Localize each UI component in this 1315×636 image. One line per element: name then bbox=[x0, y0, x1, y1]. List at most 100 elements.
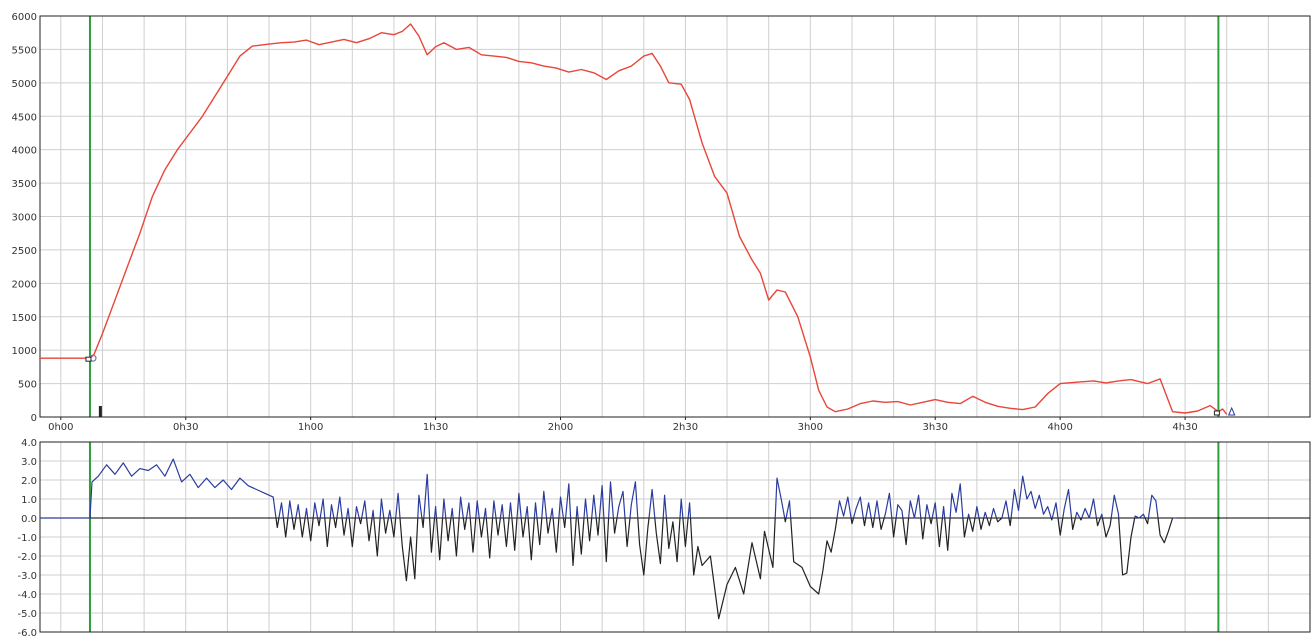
rate-series-negative bbox=[399, 517, 419, 582]
rate-series-positive bbox=[295, 504, 301, 519]
rate-series-positive bbox=[465, 502, 471, 519]
rate-series-negative bbox=[891, 517, 897, 538]
x-tick-label: 1h00 bbox=[298, 422, 323, 433]
rate-series-positive bbox=[931, 502, 938, 519]
rate-series-positive bbox=[361, 500, 368, 519]
rate-series-negative bbox=[586, 517, 593, 542]
y-tick-label: 5500 bbox=[12, 45, 37, 56]
y-tick-label: 2000 bbox=[12, 279, 37, 290]
rate-series-positive bbox=[329, 504, 335, 519]
rate-series-negative bbox=[878, 517, 885, 530]
rate-series-negative bbox=[462, 517, 468, 530]
y-tick-label: 3.0 bbox=[21, 457, 37, 468]
rate-series-negative bbox=[562, 517, 567, 529]
rate-series-positive bbox=[483, 507, 487, 519]
rate-series-negative bbox=[1144, 517, 1149, 525]
y-tick-label: -5.0 bbox=[17, 609, 37, 620]
rate-series-negative bbox=[485, 517, 494, 559]
rate-series-negative bbox=[552, 517, 560, 553]
rate-series-positive bbox=[565, 483, 572, 519]
rate-series-negative bbox=[862, 517, 867, 527]
rate-series-negative bbox=[1157, 517, 1174, 544]
rate-series-positive bbox=[304, 507, 309, 519]
rate-series-negative bbox=[366, 517, 373, 542]
rate-series-positive bbox=[395, 492, 401, 519]
rate-series-negative bbox=[358, 517, 363, 525]
rate-series-positive bbox=[541, 490, 548, 519]
rate-series-positive bbox=[417, 494, 423, 519]
y-tick-label: 1000 bbox=[12, 346, 37, 357]
x-tick-label: 2h00 bbox=[548, 422, 573, 433]
rate-series-positive bbox=[974, 506, 980, 519]
rate-series-negative bbox=[1008, 517, 1012, 527]
rate-series-negative bbox=[654, 517, 664, 565]
rate-series-positive bbox=[598, 485, 605, 519]
end-point-marker bbox=[1227, 406, 1236, 416]
rate-series-negative bbox=[545, 517, 552, 534]
rate-series-positive bbox=[1081, 498, 1097, 519]
rate-series-positive bbox=[575, 506, 579, 519]
rate-series-negative bbox=[850, 517, 855, 525]
y-tick-label: -2.0 bbox=[17, 552, 37, 563]
y-tick-label: -1.0 bbox=[17, 533, 37, 544]
rate-series-positive bbox=[499, 504, 505, 519]
rate-series-positive bbox=[433, 506, 438, 519]
rate-series-negative bbox=[495, 517, 501, 536]
x-tick-label: 4h30 bbox=[1172, 422, 1197, 433]
rate-series-positive bbox=[442, 498, 447, 519]
rate-series-positive bbox=[967, 513, 971, 519]
end-square-marker bbox=[1213, 410, 1220, 416]
rate-series-positive bbox=[319, 498, 326, 519]
rate-series-negative bbox=[986, 517, 992, 527]
rate-series-negative bbox=[995, 517, 1003, 523]
rate-series-positive bbox=[492, 500, 497, 519]
rate-series-negative bbox=[920, 517, 926, 540]
plot-frame bbox=[39, 441, 1311, 633]
event-tick bbox=[98, 406, 102, 417]
rate-series-positive bbox=[312, 502, 319, 519]
rate-series-positive bbox=[287, 500, 293, 519]
y-tick-label: 4500 bbox=[12, 112, 37, 123]
rate-series-positive bbox=[990, 507, 998, 519]
rate-series-positive bbox=[949, 483, 964, 519]
plot-frame bbox=[39, 15, 1311, 418]
y-tick-label: -3.0 bbox=[17, 571, 37, 582]
rate-series-negative bbox=[637, 517, 650, 576]
rate-series-negative bbox=[282, 517, 289, 538]
y-tick-label: 1.0 bbox=[21, 495, 37, 506]
rate-series-negative bbox=[929, 517, 933, 525]
rate-series-negative bbox=[469, 517, 477, 553]
y-tick-label: 3500 bbox=[12, 179, 37, 190]
rate-series-negative bbox=[429, 517, 436, 553]
y-tick-label: 2500 bbox=[12, 246, 37, 257]
rate-series-positive bbox=[616, 490, 626, 519]
rate-series-positive bbox=[1010, 475, 1052, 519]
start-square-marker bbox=[85, 356, 92, 362]
rate-series-positive bbox=[1134, 513, 1146, 519]
rate-series-negative bbox=[1095, 517, 1101, 527]
rate-series-negative bbox=[478, 517, 485, 538]
rate-series-positive bbox=[423, 473, 431, 519]
rate-series-negative bbox=[452, 517, 460, 557]
y-tick-label: 0.0 bbox=[21, 514, 37, 525]
y-tick-label: 2.0 bbox=[21, 476, 37, 487]
y-tick-label: 3000 bbox=[12, 213, 37, 224]
x-tick-label: 0h00 bbox=[48, 422, 73, 433]
rate-series-positive bbox=[1110, 494, 1120, 519]
rate-series-positive bbox=[895, 504, 904, 519]
rate-series-positive bbox=[983, 511, 988, 519]
rate-series-negative bbox=[291, 517, 297, 530]
rate-series-negative bbox=[445, 517, 452, 542]
rate-series-positive bbox=[648, 488, 656, 519]
x-tick-label: 3h00 bbox=[798, 422, 823, 433]
rate-series-negative bbox=[944, 517, 951, 551]
rate-series-negative bbox=[689, 517, 776, 620]
rate-series-positive bbox=[687, 502, 692, 519]
rate-series-negative bbox=[275, 517, 280, 529]
x-tick-label: 1h30 bbox=[423, 422, 448, 433]
rate-series-positive bbox=[591, 494, 597, 519]
rate-series-negative bbox=[682, 517, 689, 548]
rate-series-positive bbox=[450, 507, 454, 519]
rate-series-negative bbox=[665, 517, 681, 563]
